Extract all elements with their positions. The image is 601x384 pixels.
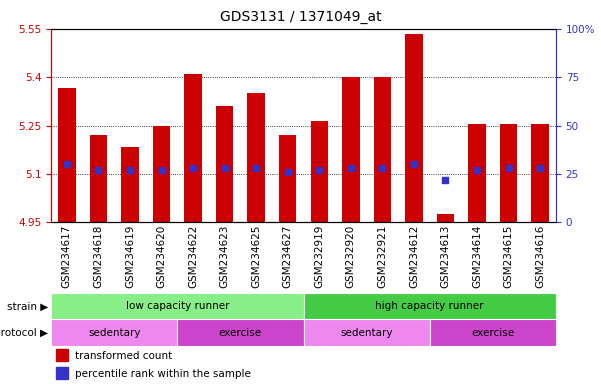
Bar	[279, 135, 296, 222]
Bar	[185, 74, 202, 222]
Bar	[51, 293, 304, 319]
Text: high capacity runner: high capacity runner	[376, 301, 484, 311]
Point	[94, 167, 103, 173]
Point	[283, 169, 293, 175]
Point	[62, 161, 72, 167]
Bar	[311, 121, 328, 222]
Text: low capacity runner: low capacity runner	[126, 301, 229, 311]
Bar	[56, 367, 68, 379]
Bar	[121, 147, 139, 222]
Bar	[58, 88, 76, 222]
Point	[346, 165, 356, 171]
Bar	[430, 319, 556, 346]
Point	[157, 167, 166, 173]
Bar	[304, 293, 556, 319]
Bar	[468, 124, 486, 222]
Point	[251, 165, 261, 171]
Bar	[56, 349, 68, 361]
Point	[188, 165, 198, 171]
Bar	[304, 319, 430, 346]
Bar	[500, 124, 517, 222]
Point	[504, 165, 513, 171]
Bar	[51, 319, 177, 346]
Text: transformed count: transformed count	[75, 351, 172, 361]
Text: strain ▶: strain ▶	[7, 301, 48, 311]
Bar	[216, 106, 233, 222]
Text: GDS3131 / 1371049_at: GDS3131 / 1371049_at	[220, 10, 381, 23]
Point	[441, 177, 450, 183]
Bar	[405, 34, 423, 222]
Bar	[437, 214, 454, 222]
Bar	[90, 135, 107, 222]
Text: sedentary: sedentary	[88, 328, 141, 338]
Text: exercise: exercise	[471, 328, 514, 338]
Point	[314, 167, 324, 173]
Bar	[531, 124, 549, 222]
Text: sedentary: sedentary	[340, 328, 393, 338]
Text: percentile rank within the sample: percentile rank within the sample	[75, 369, 251, 379]
Point	[409, 161, 419, 167]
Bar	[248, 93, 265, 222]
Bar	[153, 126, 170, 222]
Bar	[374, 77, 391, 222]
Bar	[342, 77, 359, 222]
Bar	[177, 319, 304, 346]
Point	[535, 165, 545, 171]
Point	[472, 167, 482, 173]
Text: exercise: exercise	[219, 328, 262, 338]
Point	[377, 165, 387, 171]
Point	[125, 167, 135, 173]
Point	[220, 165, 230, 171]
Text: protocol ▶: protocol ▶	[0, 328, 48, 338]
